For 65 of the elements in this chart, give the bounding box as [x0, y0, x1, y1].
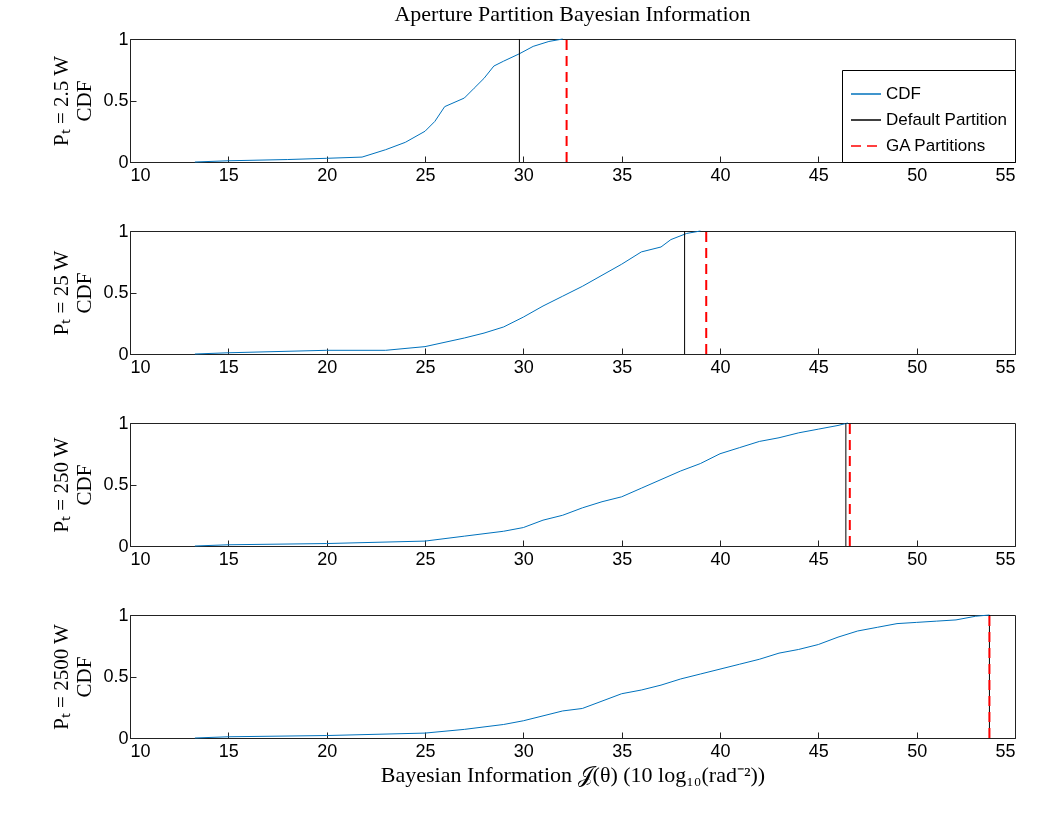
- x-tick-label: 45: [808, 356, 829, 377]
- y-tick-label: 1: [118, 412, 129, 433]
- x-tick-label: 35: [612, 548, 633, 569]
- y-tick-label: 0.5: [103, 666, 129, 686]
- y-axis-title: Pₜ = 2.5 W CDF: [49, 55, 97, 146]
- x-tick-label: 45: [808, 740, 829, 761]
- x-tick-label: 15: [218, 548, 239, 569]
- x-tick-label: 55: [995, 164, 1016, 185]
- x-tick-label: 55: [995, 356, 1016, 377]
- x-tick-label: 40: [710, 356, 731, 377]
- line-series: [194, 38, 564, 163]
- y-tick-label: 0: [118, 343, 129, 364]
- x-tick-label: 45: [808, 548, 829, 569]
- legend-label: GA Partitions: [886, 136, 986, 155]
- x-tick-label: 20: [317, 548, 338, 569]
- x-tick-label: 50: [907, 740, 928, 761]
- y-tick-label: 0.5: [103, 474, 129, 494]
- x-tick-label: 10: [130, 164, 151, 185]
- x-tick-label: 25: [415, 164, 436, 185]
- y-tick-label: 0: [118, 535, 129, 556]
- y-axis-title: Pₜ = 250 W CDF: [49, 437, 97, 533]
- x-tick-label: 40: [710, 548, 731, 569]
- x-tick-label: 55: [995, 740, 1016, 761]
- y-tick-label: 1: [118, 28, 129, 49]
- y-tick-label: 1: [118, 604, 129, 625]
- y-tick-label: 0.5: [103, 282, 129, 302]
- x-tick-label: 25: [415, 740, 436, 761]
- x-tick-label: 50: [907, 356, 928, 377]
- chart-title: Aperture Partition Bayesian Information: [394, 1, 751, 26]
- y-tick-label: 1: [118, 220, 129, 241]
- y-tick-label: 0: [118, 151, 129, 172]
- x-tick-label: 15: [218, 356, 239, 377]
- x-tick-label: 35: [612, 164, 633, 185]
- x-tick-label: 10: [130, 740, 151, 761]
- x-tick-label: 40: [710, 740, 731, 761]
- y-axis-title: Pₜ = 2500 W CDF: [49, 623, 97, 730]
- x-tick-label: 10: [130, 356, 151, 377]
- x-tick-label: 55: [995, 548, 1016, 569]
- y-tick-label: 0: [118, 727, 129, 748]
- x-tick-label: 30: [513, 740, 534, 761]
- x-tick-label: 25: [415, 548, 436, 569]
- x-tick-label: 30: [513, 356, 534, 377]
- x-tick-label: 30: [513, 164, 534, 185]
- x-tick-label: 50: [907, 548, 928, 569]
- x-tick-label: 35: [612, 740, 633, 761]
- x-tick-label: 20: [317, 740, 338, 761]
- line-series: [194, 614, 990, 739]
- x-tick-label: 20: [317, 164, 338, 185]
- y-axis-title: Pₜ = 25 W CDF: [49, 250, 97, 336]
- x-axis-title: Bayesian Information 𝒥(θ) (10 log₁₀(rad⁻²)): [380, 761, 766, 787]
- y-tick-label: 0.5: [103, 90, 129, 110]
- x-tick-label: 40: [710, 164, 731, 185]
- x-tick-label: 20: [317, 356, 338, 377]
- legend-label: CDF: [886, 84, 921, 103]
- x-tick-label: 50: [907, 164, 928, 185]
- x-tick-label: 15: [218, 164, 239, 185]
- x-tick-label: 30: [513, 548, 534, 569]
- x-tick-label: 45: [808, 164, 829, 185]
- x-tick-label: 15: [218, 740, 239, 761]
- x-tick-label: 35: [612, 356, 633, 377]
- x-tick-label: 25: [415, 356, 436, 377]
- line-series: [194, 422, 849, 547]
- legend-label: Default Partition: [886, 110, 1007, 129]
- x-tick-label: 10: [130, 548, 151, 569]
- line-series: [194, 230, 701, 355]
